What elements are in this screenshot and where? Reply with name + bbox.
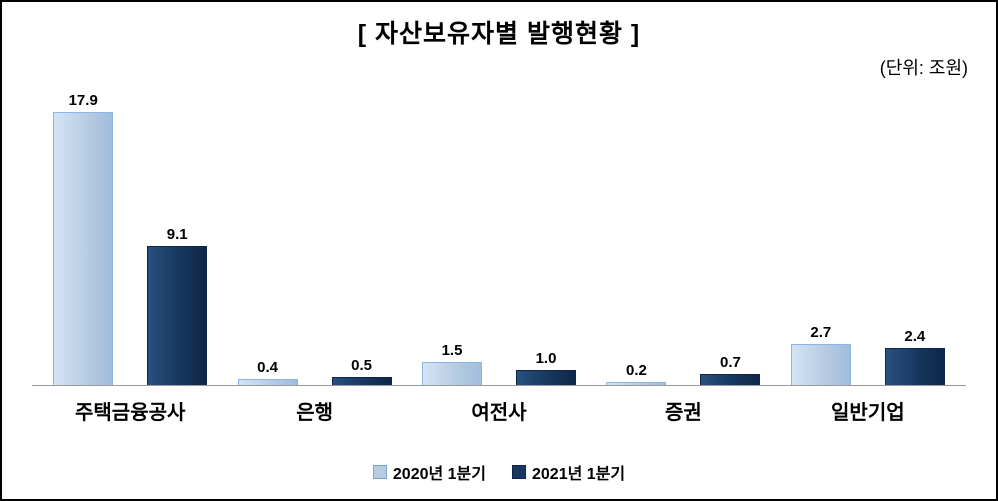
category-label: 주택금융공사 [75, 402, 186, 424]
bar-value-label: 0.5 [351, 356, 373, 374]
legend-swatch-icon [512, 465, 526, 479]
bar-series-1 [516, 370, 577, 385]
bar-unit: 0.4 [237, 358, 298, 385]
bar-series-0 [606, 382, 667, 385]
bar-unit: 17.9 [53, 91, 114, 385]
bar-series-0 [237, 379, 298, 385]
bar-unit: 0.2 [606, 361, 667, 385]
bar-series-1 [700, 374, 761, 385]
bar-unit: 9.1 [147, 225, 208, 385]
legend-item: 2020년 1분기 [372, 460, 486, 484]
bar-value-label: 9.1 [166, 225, 188, 243]
category-group: 2.7 2.4 일반기업 [776, 86, 960, 425]
bar-groups: 17.9 9.1 주택금융공사 0.4 0.5 은행 1.5 1.0 여전사 0.2 0.7 증권 2.… [38, 86, 960, 425]
legend-swatch-icon [372, 465, 387, 479]
x-axis-line [32, 385, 966, 386]
category-group: 0.4 0.5 은행 [222, 86, 406, 425]
bar-value-label: 2.4 [904, 327, 926, 345]
bar-pair: 17.9 9.1 [38, 86, 222, 385]
legend: 2020년 1분기 2021년 1분기 [2, 460, 996, 484]
category-group: 17.9 9.1 주택금융공사 [38, 86, 222, 425]
legend-label: 2021년 1분기 [532, 466, 626, 483]
bar-value-label: 0.4 [257, 358, 279, 376]
bar-unit: 1.0 [516, 349, 577, 385]
bar-series-1 [331, 377, 392, 385]
category-label: 은행 [296, 402, 334, 424]
legend-label: 2020년 1분기 [392, 466, 486, 483]
legend-item: 2021년 1분기 [512, 460, 625, 484]
chart-title: [ 자산보유자별 발행현황 ] [357, 20, 641, 48]
category-label: 증권 [665, 402, 702, 424]
bar-pair: 0.2 0.7 [591, 86, 775, 385]
unit-label: (단위: 조원) [879, 58, 968, 78]
bar-pair: 1.5 1.0 [407, 86, 591, 385]
bar-value-label: 1.0 [535, 349, 557, 367]
bar-value-label: 17.9 [68, 91, 98, 109]
bar-series-1 [147, 246, 208, 385]
bar-unit: 2.4 [884, 327, 945, 385]
category-label: 여전사 [471, 402, 527, 424]
bar-series-0 [422, 362, 483, 385]
bar-value-label: 0.7 [719, 353, 741, 371]
bar-series-0 [790, 344, 851, 385]
bar-unit: 0.7 [700, 353, 761, 385]
bar-series-0 [53, 112, 114, 385]
bar-pair: 0.4 0.5 [222, 86, 406, 385]
bar-unit: 2.7 [790, 323, 851, 385]
category-label: 일반기업 [831, 402, 905, 424]
category-group: 1.5 1.0 여전사 [407, 86, 591, 425]
bar-value-label: 1.5 [441, 341, 463, 359]
bar-value-label: 0.2 [625, 361, 647, 379]
plot-area: 17.9 9.1 주택금융공사 0.4 0.5 은행 1.5 1.0 여전사 0.2 0.7 증권 2.… [32, 86, 966, 426]
bar-pair: 2.7 2.4 [776, 86, 960, 385]
bar-value-label: 2.7 [810, 323, 832, 341]
bar-unit: 0.5 [331, 356, 392, 385]
bar-series-1 [884, 348, 945, 385]
category-group: 0.2 0.7 증권 [591, 86, 775, 425]
bar-unit: 1.5 [422, 341, 483, 385]
